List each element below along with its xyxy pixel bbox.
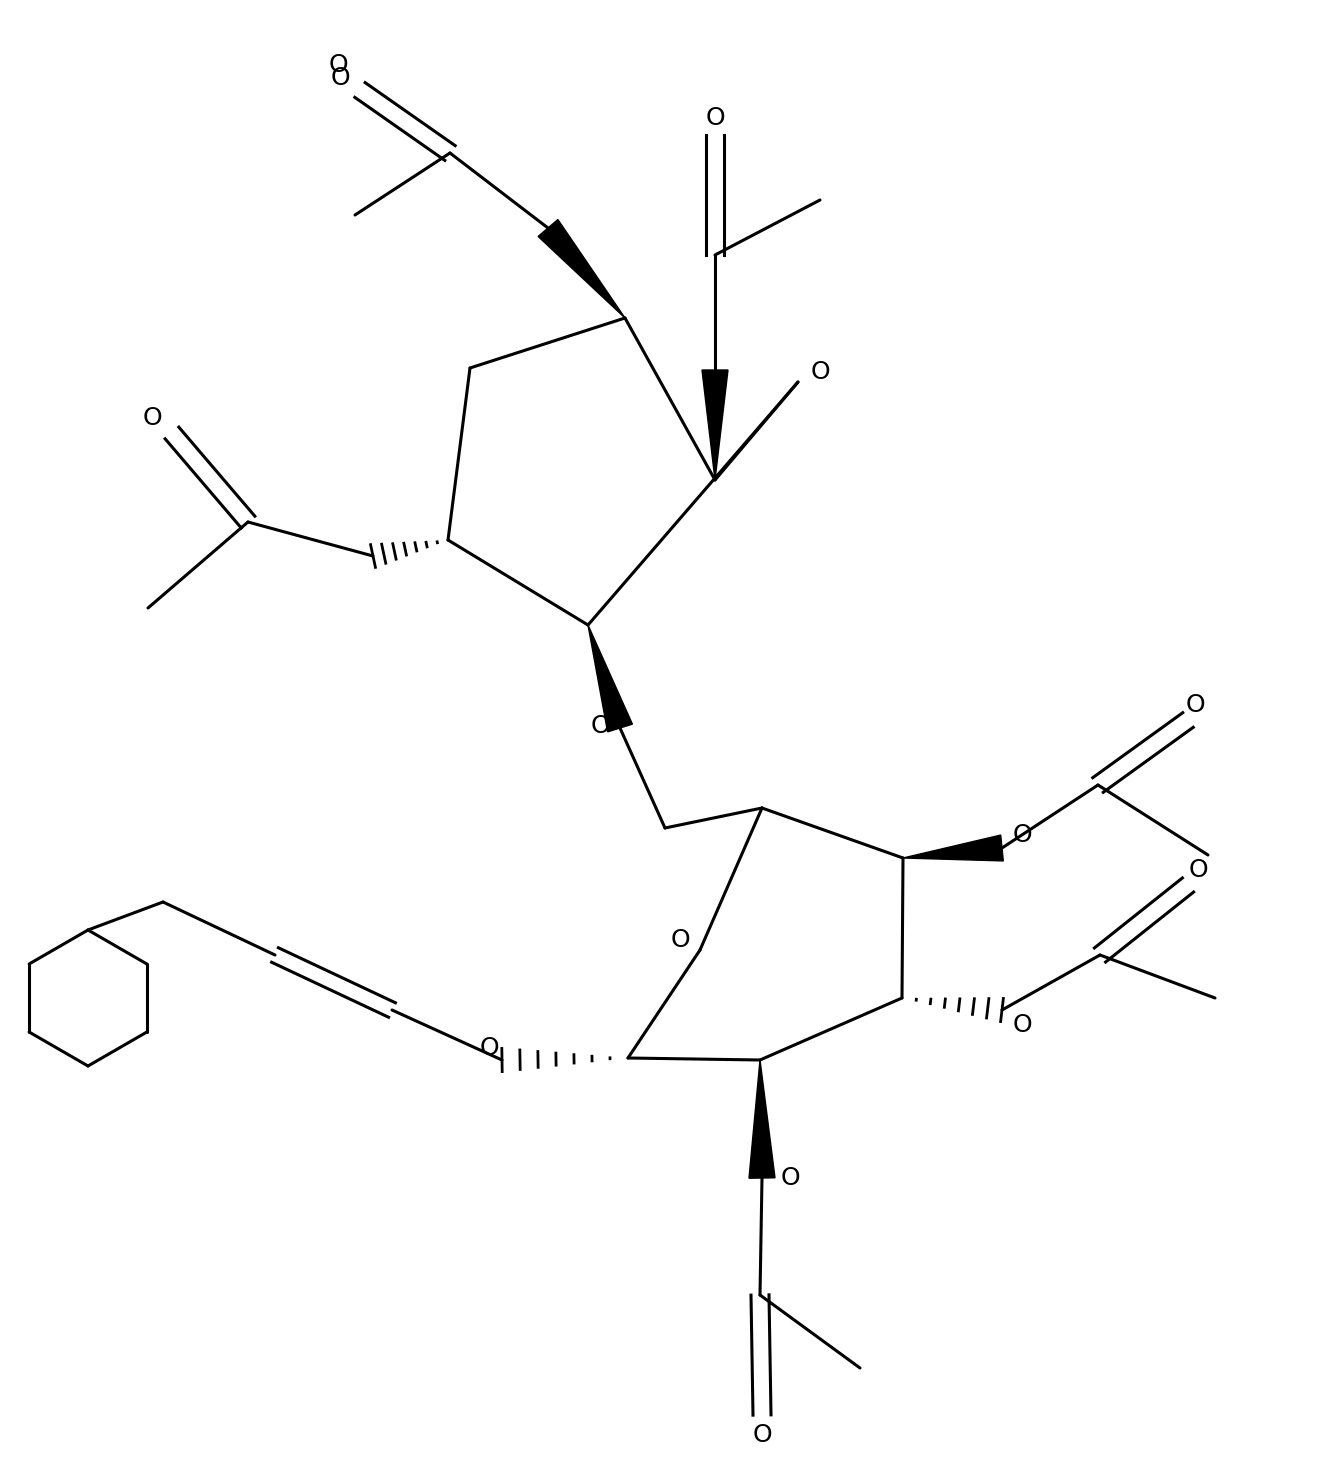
Text: O: O	[705, 106, 725, 130]
Text: O: O	[590, 714, 610, 738]
Polygon shape	[903, 835, 1003, 860]
Polygon shape	[588, 625, 633, 732]
Text: O: O	[1012, 1013, 1032, 1037]
Text: O: O	[1189, 857, 1207, 882]
Text: O: O	[142, 407, 162, 430]
Text: O: O	[670, 928, 689, 952]
Text: O: O	[753, 1423, 772, 1446]
Polygon shape	[702, 370, 728, 480]
Text: O: O	[480, 1036, 498, 1061]
Text: O: O	[1185, 692, 1205, 717]
Text: O: O	[780, 1167, 800, 1190]
Text: O: O	[811, 359, 830, 384]
Text: O: O	[1012, 823, 1032, 847]
Text: O: O	[328, 53, 348, 77]
Text: O: O	[331, 66, 349, 90]
Polygon shape	[538, 219, 625, 318]
Polygon shape	[749, 1061, 775, 1178]
